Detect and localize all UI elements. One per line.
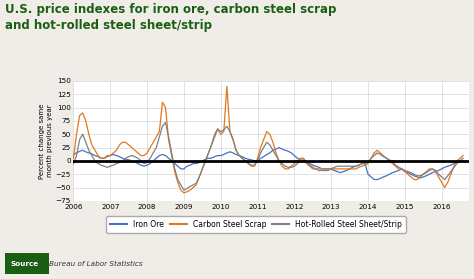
Text: Source: Source	[10, 261, 38, 267]
FancyBboxPatch shape	[0, 253, 49, 274]
Text: U.S. price indexes for iron ore, carbon steel scrap
and hot-rolled steel sheet/s: U.S. price indexes for iron ore, carbon …	[5, 3, 336, 32]
Text: Bureau of Labor Statistics: Bureau of Labor Statistics	[49, 261, 143, 267]
Legend: Iron Ore, Carbon Steel Scrap, Hot-Rolled Steel Sheet/Strip: Iron Ore, Carbon Steel Scrap, Hot-Rolled…	[106, 216, 406, 233]
Y-axis label: Percent change same
month previous year: Percent change same month previous year	[39, 103, 53, 179]
